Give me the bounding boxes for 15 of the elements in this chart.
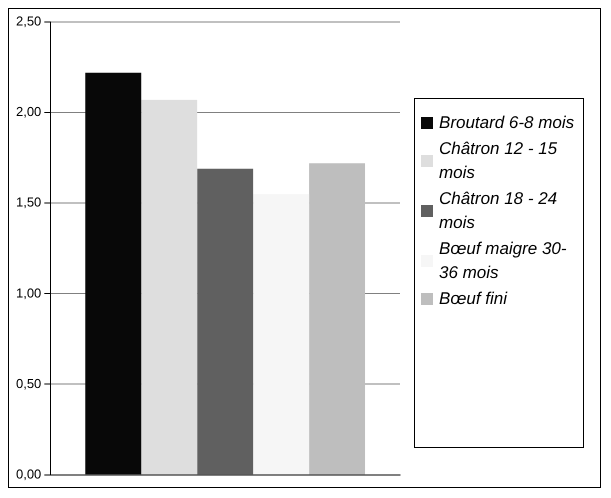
y-tick-label: 2,50 [16, 14, 42, 29]
bar [253, 194, 310, 474]
y-tick-label: 0,50 [16, 376, 42, 391]
y-tick-label: 1,50 [16, 194, 42, 210]
y-tick-label: 0,00 [16, 466, 42, 482]
legend-label: Bœuf maigre 30-36 mois [439, 238, 568, 284]
legend-label: Bœuf fini [439, 288, 508, 310]
legend-label: Châtron 12 - 15 mois [439, 138, 558, 184]
y-tick-label: 2,00 [16, 104, 42, 120]
legend-label: Broutard 6-8 mois [439, 112, 574, 134]
legend-label: Châtron 18 - 24 mois [439, 188, 558, 234]
bar [141, 100, 198, 474]
bar [197, 168, 254, 474]
y-tick-label: 1,00 [16, 285, 42, 300]
bar [309, 163, 366, 474]
